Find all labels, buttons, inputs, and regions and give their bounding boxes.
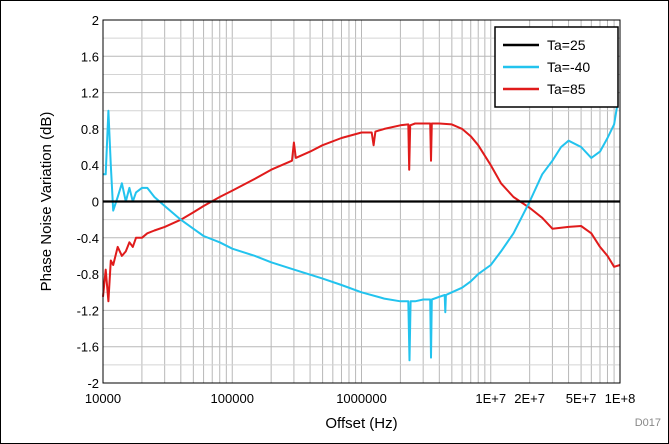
figure-code: D017 xyxy=(635,417,661,429)
y-tick-label: -0.4 xyxy=(77,231,99,246)
y-tick-label: 1.6 xyxy=(81,49,99,64)
y-tick-label: 0.8 xyxy=(81,122,99,137)
x-tick-label: 5E+7 xyxy=(566,391,597,406)
x-tick-label: 2E+7 xyxy=(514,391,545,406)
y-tick-label: 2 xyxy=(92,13,99,28)
y-tick-label: 1.2 xyxy=(81,86,99,101)
x-tick-label: 1000000 xyxy=(336,391,387,406)
series-line-ta85 xyxy=(102,122,621,303)
y-tick-label: 0 xyxy=(92,195,99,210)
y-axis-title: Phase Noise Variation (dB) xyxy=(38,112,55,292)
plot-area-border xyxy=(102,19,621,384)
x-tick-label: 10000 xyxy=(85,391,121,406)
x-tick-label: 100000 xyxy=(211,391,254,406)
series-lines xyxy=(102,106,621,362)
y-tick-label: -1.2 xyxy=(77,303,99,318)
y-tick-label: 0.4 xyxy=(81,158,99,173)
y-tick-label: -1.6 xyxy=(77,340,99,355)
series-line-ta-minus40 xyxy=(103,106,619,362)
x-tick-labels: 10000 100000 1000000 1E+7 2E+7 5E+7 1E+8 xyxy=(85,391,635,406)
x-tick-label: 1E+7 xyxy=(475,391,506,406)
x-tick-label: 1E+8 xyxy=(605,391,636,406)
y-tick-labels: -2 -1.6 -1.2 -0.8 -0.4 0 0.4 0.8 1.2 1.6 2 xyxy=(77,13,99,391)
legend-label-ta-minus40: Ta=-40 xyxy=(547,59,590,75)
x-axis-title: Offset (Hz) xyxy=(325,415,397,432)
legend-label-ta85: Ta=85 xyxy=(547,81,586,97)
legend-label-ta25: Ta=25 xyxy=(547,37,586,53)
legend: Ta=25 Ta=-40 Ta=85 xyxy=(494,26,619,108)
y-tick-label: -2 xyxy=(87,376,99,391)
y-tick-label: -0.8 xyxy=(77,267,99,282)
